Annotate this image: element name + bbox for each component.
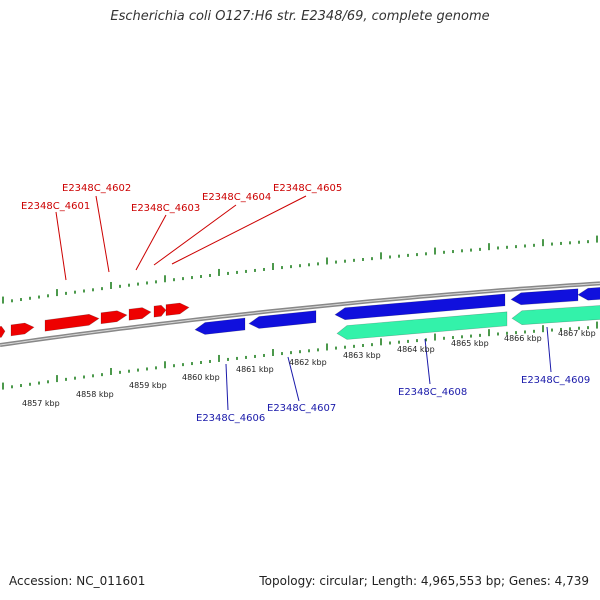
- forward-gene-label: E2348C_4605: [273, 183, 342, 194]
- forward-gene-label: E2348C_4603: [131, 203, 200, 214]
- forward-label-leader: [95, 195, 110, 273]
- forward-gene-label: E2348C_4604: [202, 192, 271, 203]
- kbp-tick-label: 4863 kbp: [343, 351, 381, 360]
- forward-label-leader: [171, 195, 307, 265]
- reverse-gene-arrow: [248, 310, 317, 329]
- reverse-gene-label: E2348C_4607: [267, 403, 336, 414]
- kbp-tick-label: 4860 kbp: [182, 373, 220, 382]
- forward-gene-arrow: [153, 304, 167, 318]
- forward-gene-arrow: [10, 322, 35, 337]
- reverse-gene-arrow: [510, 288, 579, 306]
- kbp-tick-label: 4862 kbp: [289, 358, 327, 367]
- kbp-tick-label: 4865 kbp: [451, 339, 489, 348]
- genome-backbone: [0, 281, 600, 347]
- cds-feature-bar: [336, 311, 508, 340]
- forward-gene-arrow: [165, 302, 190, 316]
- outer-tick-track: [2, 235, 598, 304]
- kbp-tick-label: 4861 kbp: [236, 365, 274, 374]
- forward-gene-label: E2348C_4601: [21, 201, 90, 212]
- forward-gene-arrow: [0, 325, 6, 338]
- forward-label-leader: [153, 204, 237, 266]
- reverse-gene-arrow: [194, 317, 246, 335]
- forward-gene-arrow: [128, 307, 152, 321]
- reverse-label-leader: [546, 326, 552, 373]
- kbp-tick-label: 4858 kbp: [76, 390, 114, 399]
- reverse-gene-arrow: [334, 293, 506, 321]
- forward-gene-label: E2348C_4602: [62, 183, 131, 194]
- reverse-label-leader: [287, 356, 300, 402]
- kbp-tick-label: 4857 kbp: [22, 399, 60, 408]
- forward-gene-arrow: [44, 313, 100, 332]
- backbone-highlight: [0, 282, 600, 346]
- topology-text: Topology: circular; Length: 4,965,553 bp…: [259, 574, 589, 588]
- reverse-gene-label: E2348C_4608: [398, 387, 467, 398]
- label-layer: 4857 kbp 4858 kbp 4859 kbp 4860 kbp 4861 kbp…: [21, 183, 596, 424]
- inner-tick-track: [2, 321, 598, 390]
- map-title: Escherichia coli O127:H6 str. E2348/69, …: [110, 9, 490, 24]
- reverse-gene-label: E2348C_4606: [196, 413, 265, 424]
- reverse-label-leader: [225, 363, 229, 411]
- reverse-gene-arrow: [577, 287, 600, 301]
- kbp-tick-label: 4859 kbp: [129, 381, 167, 390]
- reverse-label-leader: [424, 338, 431, 385]
- label-leaders: [55, 195, 552, 411]
- gene-track: [0, 287, 600, 340]
- kbp-tick-label: 4864 kbp: [397, 345, 435, 354]
- forward-label-leader: [135, 214, 167, 271]
- forward-label-leader: [55, 211, 67, 281]
- kbp-tick-label: 4866 kbp: [504, 334, 542, 343]
- forward-gene-arrow: [100, 310, 128, 325]
- accession-text: Accession: NC_011601: [9, 574, 146, 588]
- kbp-tick-label: 4867 kbp: [558, 329, 596, 338]
- cds-feature-bar: [511, 305, 600, 326]
- reverse-gene-label: E2348C_4609: [521, 375, 590, 386]
